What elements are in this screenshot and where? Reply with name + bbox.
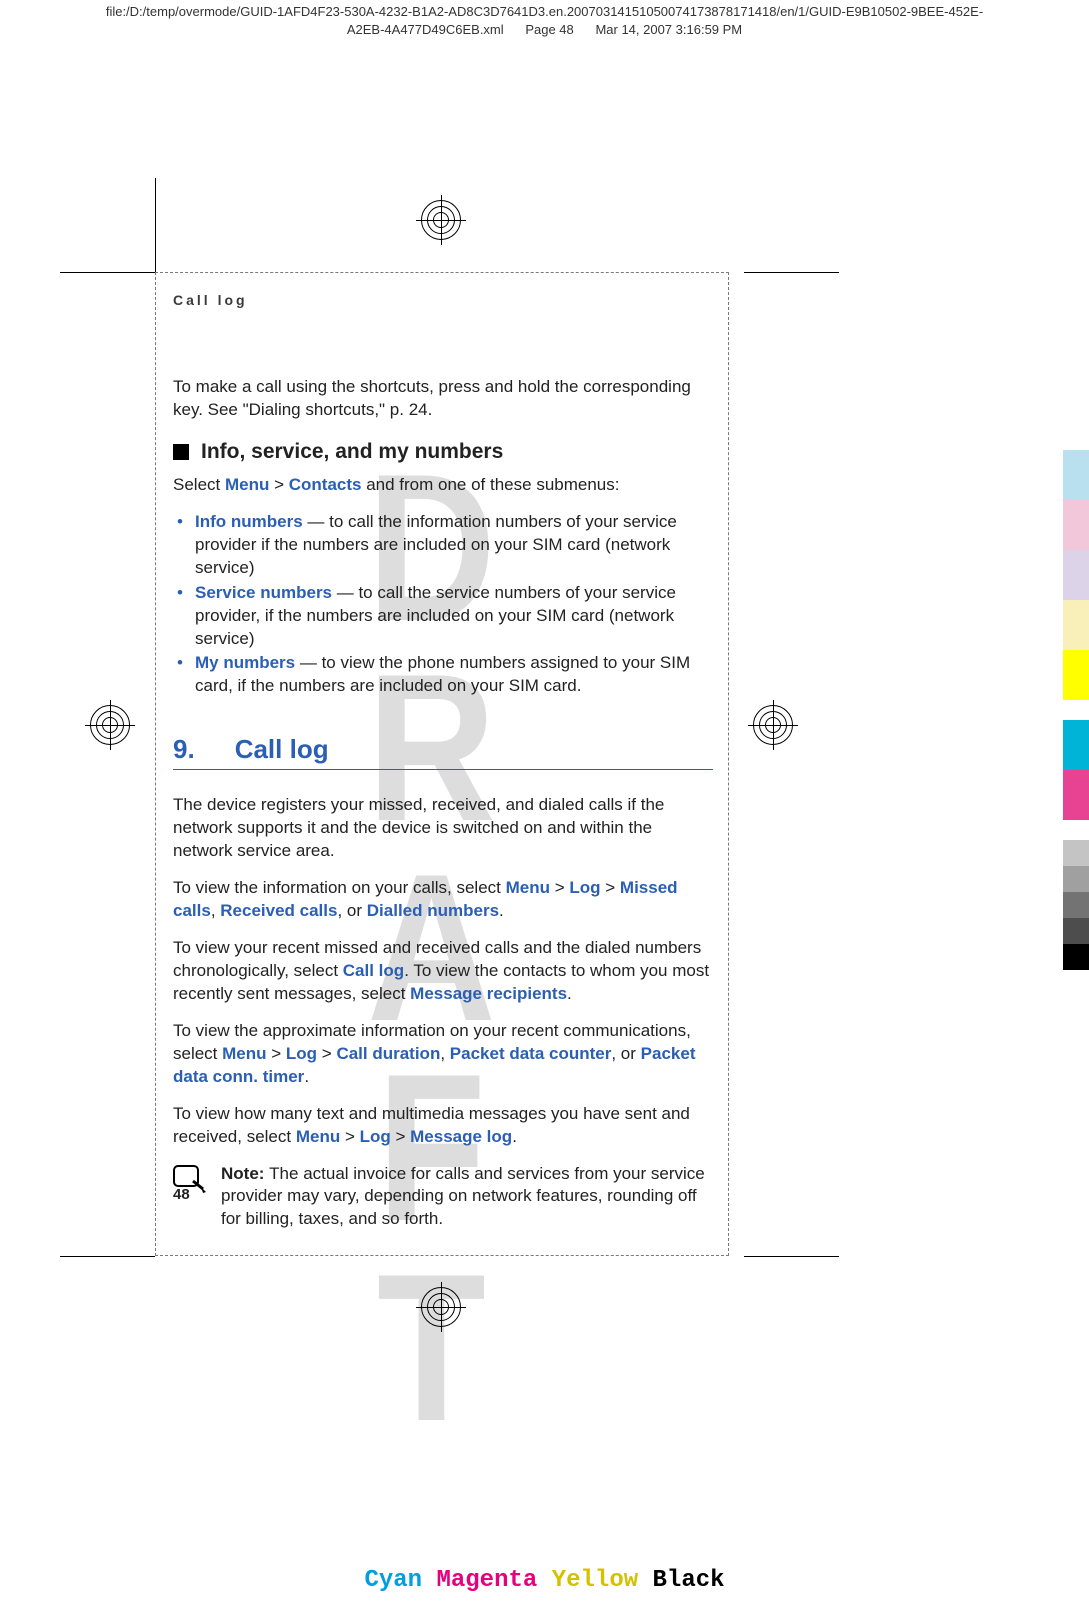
color-calibration-bar [1063, 400, 1089, 970]
color-swatch [1063, 720, 1089, 770]
color-swatch [1063, 892, 1089, 918]
menu-link: Menu [225, 475, 269, 494]
registration-mark-icon [748, 700, 798, 750]
chapter-number: 9. [173, 734, 195, 765]
crop-mark [744, 1256, 839, 1257]
note-text: Note: The actual invoice for calls and s… [221, 1163, 713, 1232]
color-swatch [1063, 400, 1089, 450]
heading-bullet-icon [173, 444, 189, 460]
select-line: Select Menu > Contacts and from one of t… [173, 474, 713, 497]
color-swatch [1063, 700, 1089, 720]
section-heading: Info, service, and my numbers [173, 440, 713, 464]
file-path-line1: file:/D:/temp/overmode/GUID-1AFD4F23-530… [0, 3, 1089, 21]
body-paragraph: The device registers your missed, receiv… [173, 794, 713, 863]
running-header: Call log [173, 292, 713, 308]
list-item: My numbers — to view the phone numbers a… [173, 652, 713, 698]
page-content: Call log To make a call using the shortc… [173, 292, 713, 1231]
submenu-list: Info numbers — to call the information n… [173, 511, 713, 699]
yellow-label: Yellow [552, 1567, 638, 1594]
body-paragraph: To view the approximate information on y… [173, 1020, 713, 1089]
body-paragraph: To view your recent missed and received … [173, 937, 713, 1006]
color-swatch [1063, 820, 1089, 840]
black-label: Black [653, 1567, 725, 1594]
registration-mark-icon [416, 1282, 466, 1332]
list-item: Service numbers — to call the service nu… [173, 582, 713, 651]
color-swatch [1063, 450, 1089, 500]
body-paragraph: To view how many text and multimedia mes… [173, 1103, 713, 1149]
chapter-title: Call log [235, 734, 329, 765]
magenta-label: Magenta [436, 1567, 537, 1594]
cmyk-footer: Cyan Magenta Yellow Black [0, 1567, 1089, 1594]
color-swatch [1063, 918, 1089, 944]
crop-mark [60, 272, 155, 273]
page-number: 48 [173, 1186, 190, 1203]
color-swatch [1063, 866, 1089, 892]
color-swatch [1063, 840, 1089, 866]
crop-mark [155, 178, 156, 273]
crop-mark [60, 1256, 155, 1257]
contacts-link: Contacts [289, 475, 362, 494]
file-path-line2: A2EB-4A477D49C6EB.xml Page 48 Mar 14, 20… [0, 21, 1089, 39]
intro-paragraph: To make a call using the shortcuts, pres… [173, 376, 713, 422]
registration-mark-icon [85, 700, 135, 750]
color-swatch [1063, 770, 1089, 820]
color-swatch [1063, 500, 1089, 550]
file-path-header: file:/D:/temp/overmode/GUID-1AFD4F23-530… [0, 3, 1089, 39]
cyan-label: Cyan [364, 1567, 422, 1594]
chapter-heading: 9. Call log [173, 734, 713, 770]
registration-mark-icon [416, 195, 466, 245]
crop-mark [744, 272, 839, 273]
body-paragraph: To view the information on your calls, s… [173, 877, 713, 923]
color-swatch [1063, 550, 1089, 600]
color-swatch [1063, 600, 1089, 650]
color-swatch [1063, 944, 1089, 970]
color-swatch [1063, 650, 1089, 700]
note-block: Note: The actual invoice for calls and s… [173, 1163, 713, 1232]
list-item: Info numbers — to call the information n… [173, 511, 713, 580]
